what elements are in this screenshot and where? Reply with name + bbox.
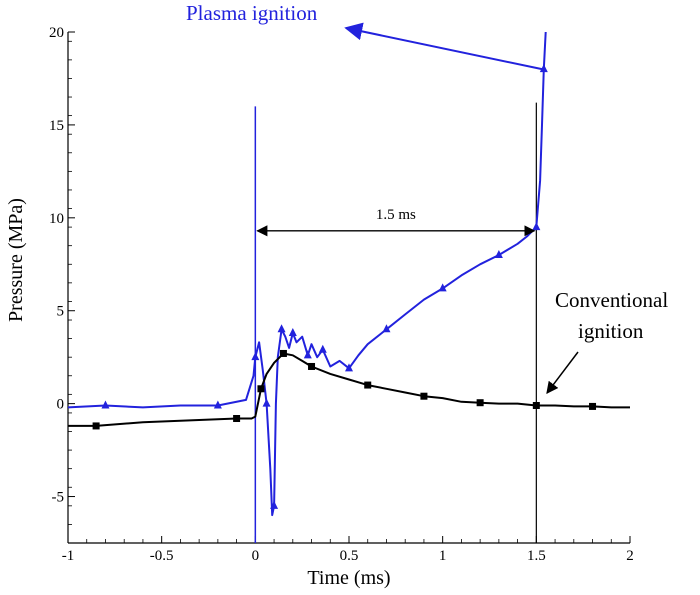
x-tick-label: 1.5 [527, 548, 546, 564]
plasma-data-point [270, 500, 279, 509]
y-tick-label: 0 [57, 397, 65, 413]
plasma-data-point [382, 324, 391, 333]
conventional-data-point [476, 399, 484, 407]
tick-labels: -1 -0.5 0 0.5 1 1.5 2 -5 0 5 10 15 20 [49, 25, 634, 564]
conventional-ignition-label-line2: ignition [578, 319, 644, 343]
x-tick-label: 1 [439, 548, 447, 564]
plasma-ignition-pointer [344, 22, 543, 71]
interval-label: 1.5 ms [376, 207, 416, 223]
conventional-data-point [257, 385, 265, 393]
y-tick-label: 15 [49, 118, 64, 134]
plasma-data-point [277, 324, 286, 333]
plasma-data-point [532, 222, 541, 231]
x-axis-title: Time (ms) [307, 567, 390, 589]
plasma-data-point [101, 400, 110, 409]
axes [67, 32, 630, 544]
plasma-data-point [318, 344, 327, 353]
y-tick-label: 10 [49, 211, 64, 227]
plasma-data-point [262, 398, 271, 407]
x-tick-label: -1 [62, 548, 75, 564]
conventional-data-point [589, 402, 597, 410]
conventional-ignition-pointer [546, 351, 579, 394]
y-axis-title: Pressure (MPa) [5, 198, 27, 322]
x-tick-label: 0.5 [340, 548, 359, 564]
y-tick-label: 20 [49, 25, 64, 41]
conventional-data-point [532, 401, 540, 409]
conventional-data-point [364, 381, 372, 389]
plasma-data-point [539, 64, 548, 73]
conventional-data-point [420, 392, 428, 400]
guide-lines [254, 102, 537, 543]
series-markers [92, 64, 597, 509]
plasma-data-point [494, 249, 503, 258]
conventional-data-point [308, 362, 316, 370]
y-tick-label: 5 [57, 304, 65, 320]
x-tick-label: -0.5 [150, 548, 174, 564]
series-lines [67, 31, 630, 517]
conventional-data-point [233, 415, 241, 423]
conventional-data-point [92, 422, 100, 430]
plasma-ignition-label: Plasma ignition [186, 1, 318, 25]
tick-marks [67, 31, 631, 544]
plasma-data-point [345, 363, 353, 372]
plasma-data-point [213, 400, 222, 409]
plasma-data-point [303, 350, 312, 359]
x-tick-label: 0 [252, 548, 260, 564]
plasma-series-line [67, 31, 547, 517]
conventional-ignition-label-line1: Conventional [555, 288, 668, 312]
plasma-data-point [438, 283, 447, 292]
plasma-data-point [288, 328, 297, 337]
annotations: 1.5 ms Plasma ignition Conventional ignitio… [186, 1, 668, 394]
x-tick-label: 2 [626, 548, 634, 564]
conventional-data-point [279, 349, 287, 357]
y-tick-label: -5 [52, 490, 65, 506]
plasma-data-point [251, 352, 260, 361]
